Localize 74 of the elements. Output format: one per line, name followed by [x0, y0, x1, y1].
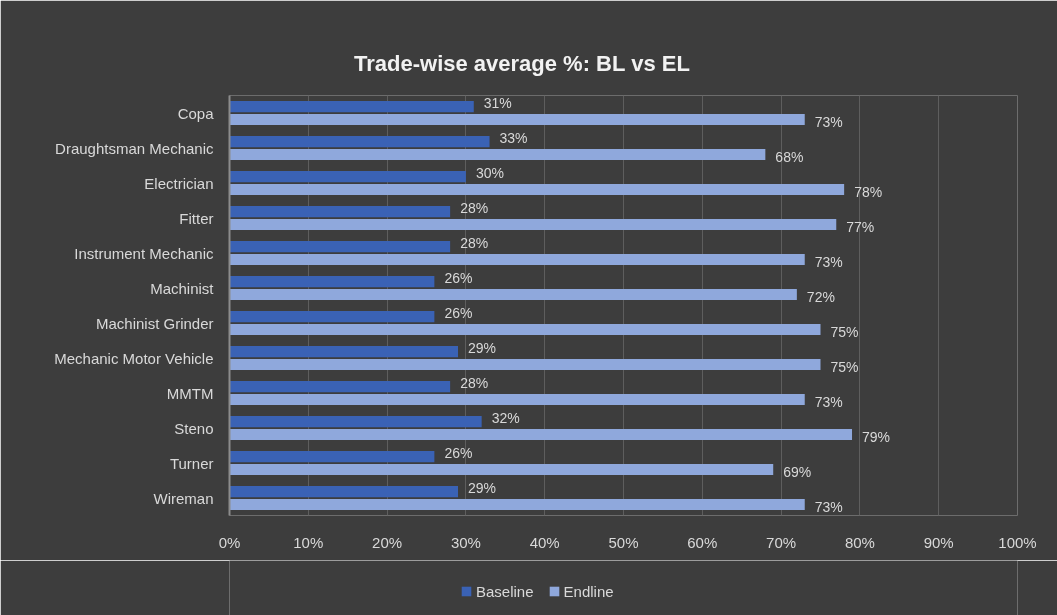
y-tick-label: Electrician — [144, 174, 214, 192]
data-label: 29% — [468, 339, 497, 356]
data-label: 77% — [846, 219, 875, 236]
x-tick-label: 40% — [529, 533, 560, 551]
bar — [229, 358, 821, 371]
bar — [229, 498, 805, 511]
data-label: 79% — [862, 429, 891, 446]
bar — [229, 310, 435, 323]
data-label: 33% — [499, 129, 528, 146]
y-tick-label: Wireman — [153, 489, 214, 507]
data-label: 26% — [444, 304, 473, 321]
x-tick-label: 10% — [293, 533, 324, 551]
y-tick-label: Machinist Grinder — [95, 314, 214, 332]
bar — [229, 428, 853, 441]
bar — [229, 253, 805, 266]
x-tick-label: 0% — [218, 533, 241, 551]
data-label: 75% — [830, 324, 859, 341]
bar — [229, 415, 482, 428]
data-label: 73% — [814, 499, 843, 516]
data-label: 30% — [475, 164, 504, 181]
bar — [229, 380, 451, 393]
bar — [229, 183, 845, 196]
bar — [229, 205, 451, 218]
data-label: 73% — [814, 254, 843, 271]
bar — [229, 218, 837, 231]
data-label: 28% — [460, 374, 489, 391]
x-tick-label: 90% — [923, 533, 954, 551]
data-label: 31% — [483, 94, 512, 111]
x-tick-label: 60% — [687, 533, 718, 551]
chart-title: Trade-wise average %: BL vs EL — [354, 50, 690, 76]
x-tick-label: 20% — [372, 533, 403, 551]
y-tick-label: Mechanic Motor Vehicle — [54, 349, 214, 367]
data-label: 28% — [460, 199, 489, 216]
data-label: 69% — [783, 464, 812, 481]
bar — [229, 463, 774, 476]
data-label: 73% — [814, 394, 843, 411]
y-tick-label: MMTM — [166, 384, 214, 402]
data-label: 68% — [775, 149, 804, 166]
x-tick-label: 30% — [450, 533, 481, 551]
legend-label: Baseline — [476, 582, 534, 600]
x-tick-label: 50% — [608, 533, 639, 551]
bar — [229, 393, 805, 406]
bar — [229, 345, 459, 358]
y-tick-label: Steno — [174, 419, 214, 437]
bar — [229, 485, 459, 498]
x-tick-label: 80% — [844, 533, 875, 551]
data-label: 29% — [468, 479, 497, 496]
data-label: 73% — [814, 114, 843, 131]
y-tick-label: Instrument Mechanic — [74, 244, 214, 262]
y-tick-label: Draughtsman Mechanic — [55, 139, 214, 157]
x-tick-label: 100% — [998, 533, 1037, 551]
legend-label: Endline — [563, 582, 614, 600]
bar — [229, 135, 490, 148]
data-label: 26% — [444, 269, 473, 286]
bar — [229, 170, 466, 183]
data-label: 72% — [806, 289, 835, 306]
bar — [229, 288, 797, 301]
data-label: 75% — [830, 359, 859, 376]
bar — [229, 275, 435, 288]
data-label: 26% — [444, 444, 473, 461]
y-tick-label: Machinist — [150, 279, 215, 297]
x-tick-label: 70% — [766, 533, 797, 551]
bar — [229, 323, 821, 336]
data-label: 28% — [460, 234, 489, 251]
bar — [229, 113, 805, 126]
data-label: 78% — [854, 184, 883, 201]
data-label: 32% — [491, 409, 520, 426]
y-tick-label: Fitter — [179, 209, 214, 227]
bar — [229, 148, 766, 161]
bar — [229, 450, 435, 463]
y-tick-label: Copa — [177, 104, 215, 122]
bar — [229, 240, 451, 253]
y-tick-label: Turner — [169, 454, 214, 472]
bar — [229, 100, 474, 113]
